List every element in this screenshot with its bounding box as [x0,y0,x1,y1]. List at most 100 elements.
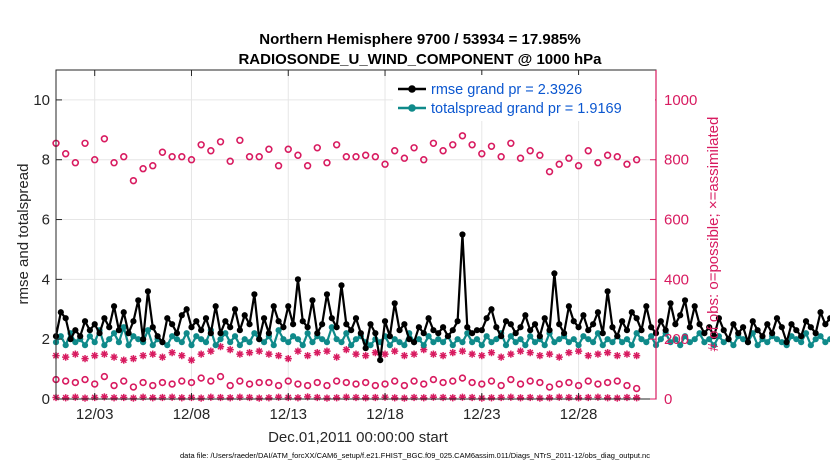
obs-asterisk-point [604,394,612,402]
obs-circle-point [613,153,621,161]
obs-circle-point [381,380,389,388]
obs-asterisk-stroke [527,349,534,356]
rmse-point [628,309,635,316]
rmse-point [193,318,200,325]
totalspread-point [778,339,785,346]
obs-asterisk-point [120,393,128,402]
obs-asterisk-point [323,394,331,402]
rmse-point [207,330,214,337]
obs-asterisk-stroke [488,349,495,356]
rmse-point [599,330,606,337]
rmse-point [735,330,742,337]
obs-asterisk-stroke [498,353,505,361]
obs-asterisk-stroke [352,351,360,358]
rmse-point [541,315,548,322]
obs-circle-point [400,154,409,162]
totalspread-point [812,336,819,343]
obs-asterisk-point [391,347,399,355]
obs-circle-point [352,153,360,161]
totalspread-point [556,336,563,343]
totalspread-point [299,342,306,349]
rmse-point [275,318,282,325]
obs-asterisk-stroke [449,349,456,356]
rmse-point [396,327,403,334]
rmse-point [589,321,597,328]
obs-asterisk-point [313,393,321,402]
rmse-point [744,339,752,346]
obs-asterisk-point [62,394,70,402]
rmse-point [614,333,621,340]
totalspread-point [304,330,311,337]
obs-asterisk-point [91,352,99,360]
obs-circle-point [516,154,525,162]
totalspread-point [415,336,423,343]
rmse-point [202,315,210,322]
obs-circle-point [313,378,321,387]
rmse-point [352,315,360,322]
obs-asterisk-stroke [81,355,89,362]
obs-asterisk-stroke [575,348,582,355]
legend-spread-marker [408,104,416,112]
obs-asterisk-point [197,350,205,358]
totalspread-point [217,336,224,343]
rmse-point [367,321,374,328]
rmse-point [604,288,611,295]
obs-asterisk-stroke [333,394,340,401]
obs-circle-point [565,378,573,387]
rmse-point [449,327,456,334]
rmse-point [333,324,340,331]
obs-asterisk-stroke [101,351,108,358]
totalspread-point [817,333,824,340]
obs-circle-point [110,159,118,167]
obs-circle-point [323,381,331,390]
rmse-point [478,327,485,334]
y-right-tick-label: 200 [664,331,689,348]
totalspread-point [609,339,616,346]
obs-circle-point [545,383,554,391]
obs-asterisk-point [333,353,341,361]
totalspread-point [764,339,771,346]
obs-circle-point [207,377,215,385]
obs-circle-point [410,377,418,385]
rmse-point [594,309,602,316]
totalspread-point [696,330,703,337]
rmse-point [173,330,181,337]
obs-asterisk-point [62,353,70,361]
obs-asterisk-stroke [333,353,340,361]
rmse-point [386,333,393,340]
obs-circle-point [303,381,312,390]
totalspread-point [202,339,210,346]
totalspread-point [86,333,93,340]
rmse-point [720,327,727,334]
totalspread-point [657,336,664,343]
obs-asterisk-stroke [265,394,273,401]
totalspread-point [241,336,248,343]
rmse-point [285,303,292,310]
obs-asterisk-stroke [546,351,553,358]
totalspread-point [328,324,335,331]
rmse-point [372,330,379,337]
obs-circle-point [178,153,186,161]
obs-asterisk-point [497,353,505,361]
obs-asterisk-point [449,349,457,357]
chart-title-line1: Northern Hemisphere 9700 / 53934 = 17.98… [259,31,580,48]
rmse-point [570,318,577,325]
rmse-point [183,306,190,313]
obs-circle-point [429,375,438,384]
obs-circle-point [207,147,215,155]
totalspread-point [623,336,631,343]
rmse-point [72,327,79,334]
obs-asterisk-point [613,352,621,360]
obs-asterisk-stroke [130,394,137,402]
totalspread-point [681,333,689,340]
totalspread-point [720,339,727,346]
obs-circle-point [536,378,544,387]
obs-asterisk-point [207,393,215,401]
totalspread-point [527,333,534,340]
totalspread-point [420,342,427,349]
obs-asterisk-stroke [614,394,621,402]
obs-circle-point [497,381,505,390]
totalspread-point [72,339,79,346]
obs-circle-point [61,377,70,385]
x-tick-label: 12/18 [366,406,404,423]
